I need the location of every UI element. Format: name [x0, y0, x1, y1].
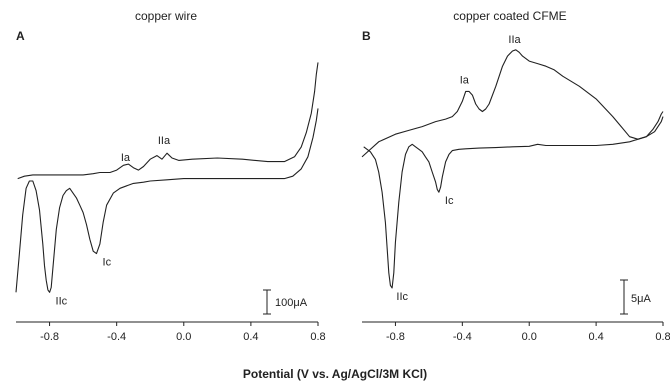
panel-b-x-ticks: -0.8 -0.4 0.0 0.4 0.8: [386, 322, 670, 343]
panel-a-voltammogram-trace-1: [15, 108, 319, 293]
panel-b-peak-label-iic: IIc: [396, 291, 408, 303]
panel-a-curves: [15, 62, 319, 293]
panel-b-letter: B: [362, 29, 371, 43]
panel-b-peak-label-ic: Ic: [445, 195, 454, 207]
panel-a-x-tick-label: 0.0: [176, 331, 191, 343]
panel-a-voltammogram-trace-2: [17, 62, 319, 180]
panel-b-peak-labels: Ia IIa Ic IIc: [396, 34, 521, 303]
panel-a-title: copper wire: [135, 9, 197, 23]
panel-b-scale-label: 5μA: [631, 293, 651, 305]
panel-a-x-tick-label: -0.4: [107, 331, 126, 343]
panel-a-x-ticks: -0.8 -0.4 0.0 0.4 0.8: [40, 322, 326, 343]
panel-b-scale-bar: 5μA: [620, 279, 651, 315]
panel-a-peak-labels: Ia IIa Ic IIc: [56, 135, 171, 307]
panel-b-x-tick-label: -0.4: [453, 331, 472, 343]
panel-a-x-tick-label: -0.8: [40, 331, 59, 343]
panel-b-voltammogram-trace-1: [363, 116, 664, 289]
x-axis-label: Potential (V vs. Ag/AgCl/3M KCl): [243, 367, 427, 381]
panel-a-scale-bar: 100μA: [263, 289, 308, 315]
panel-b-x-tick-label: 0.0: [522, 331, 537, 343]
panel-b-title: copper coated CFME: [453, 9, 566, 23]
panel-b-x-tick-label: -0.8: [386, 331, 405, 343]
panel-a-letter: A: [16, 29, 25, 43]
panel-a: copper wire A -0.8 -0.4 0.0 0.4 0.8 IaIIaIcI…: [15, 9, 326, 343]
panel-b: copper coated CFME B -0.8 -0.4 0.0 0.4 0.8 I…: [361, 9, 670, 343]
panel-b-x-tick-label: 0.8: [655, 331, 670, 343]
panel-a-peak-label-ia: Ia: [121, 152, 131, 164]
panel-a-scale-label: 100μA: [275, 297, 308, 309]
panel-a-peak-label-ic: Ic: [103, 257, 112, 269]
panel-b-voltammogram-trace-2: [361, 49, 664, 158]
panel-b-peak-label-ia: Ia: [460, 74, 470, 86]
panel-a-x-tick-label: 0.4: [243, 331, 258, 343]
panel-b-x-tick-label: 0.4: [588, 331, 603, 343]
panel-a-peak-label-iia: IIa: [158, 135, 171, 147]
panel-b-peak-label-iia: IIa: [508, 34, 521, 46]
panel-a-x-tick-label: 0.8: [310, 331, 325, 343]
panel-b-curves: [361, 49, 664, 289]
panel-a-peak-label-iic: IIc: [56, 295, 68, 307]
